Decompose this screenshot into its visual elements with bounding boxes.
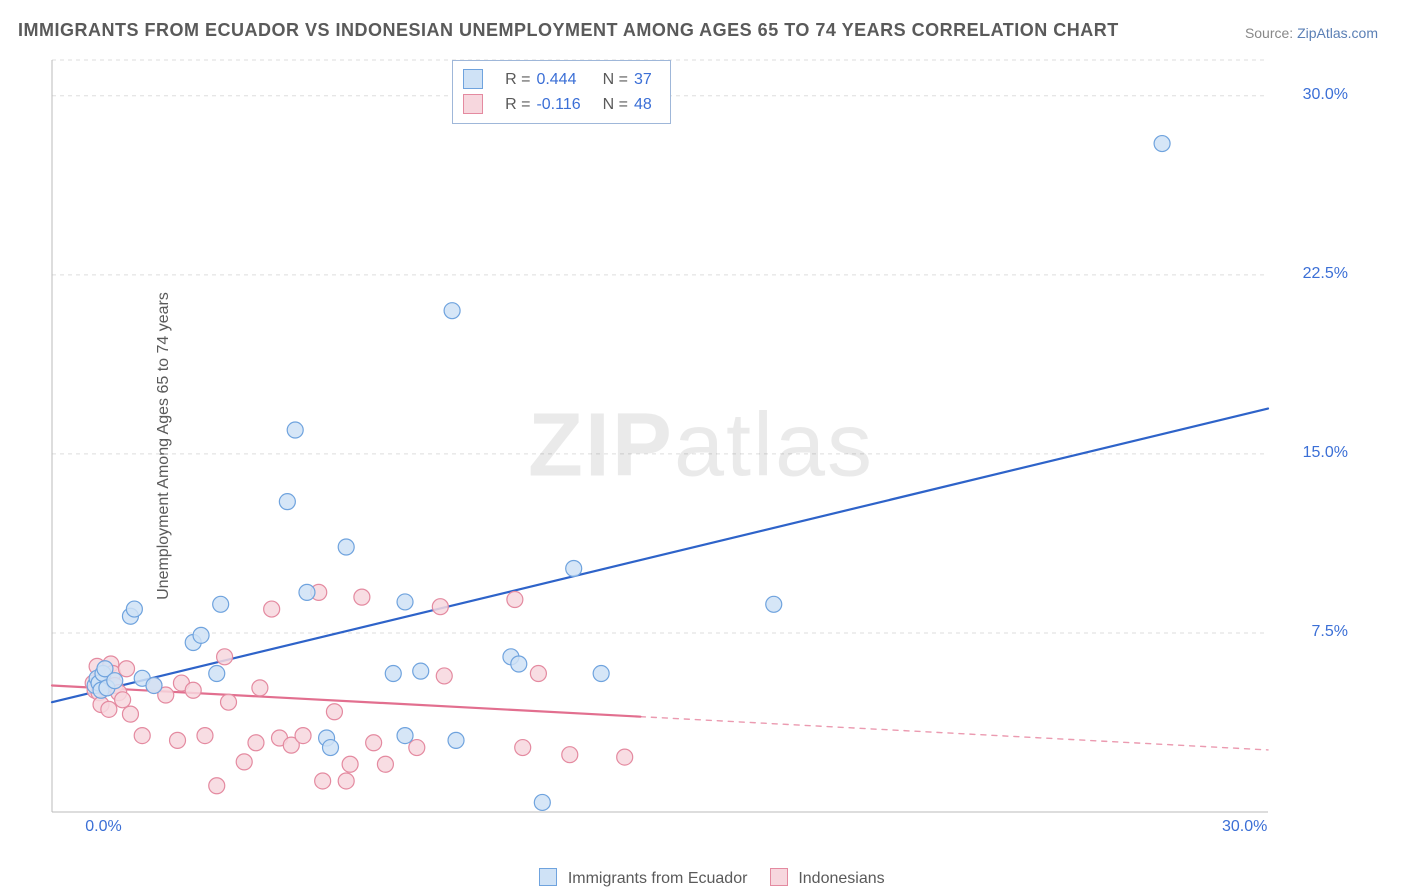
chart-title: IMMIGRANTS FROM ECUADOR VS INDONESIAN UN…: [18, 20, 1119, 41]
legend-label-indonesian: Indonesians: [798, 870, 884, 887]
source-link[interactable]: ZipAtlas.com: [1297, 25, 1378, 41]
legend-swatch-ecuador: [539, 868, 557, 886]
legend-label-ecuador: Immigrants from Ecuador: [568, 870, 748, 887]
source-attribution: Source: ZipAtlas.com: [1245, 25, 1378, 41]
scatter-plot: ZIPatlas R =0.444N =37R =-0.116N =48 7.5…: [48, 56, 1354, 846]
legend-swatch-indonesian: [770, 868, 788, 886]
plot-svg: [48, 56, 1354, 846]
legend-n-value: 37: [632, 67, 654, 92]
legend-r-value: -0.116: [534, 92, 598, 117]
x-tick-label: 30.0%: [1222, 818, 1267, 836]
y-tick-label: 30.0%: [1303, 86, 1348, 104]
correlation-legend: R =0.444N =37R =-0.116N =48: [452, 60, 671, 124]
series-legend: Immigrants from Ecuador Indonesians: [0, 868, 1406, 888]
source-label: Source:: [1245, 25, 1297, 41]
y-tick-label: 15.0%: [1303, 444, 1348, 462]
y-tick-label: 7.5%: [1312, 623, 1348, 641]
legend-r-value: 0.444: [534, 67, 598, 92]
legend-n-value: 48: [632, 92, 654, 117]
x-tick-label: 0.0%: [85, 818, 121, 836]
y-tick-label: 22.5%: [1303, 265, 1348, 283]
